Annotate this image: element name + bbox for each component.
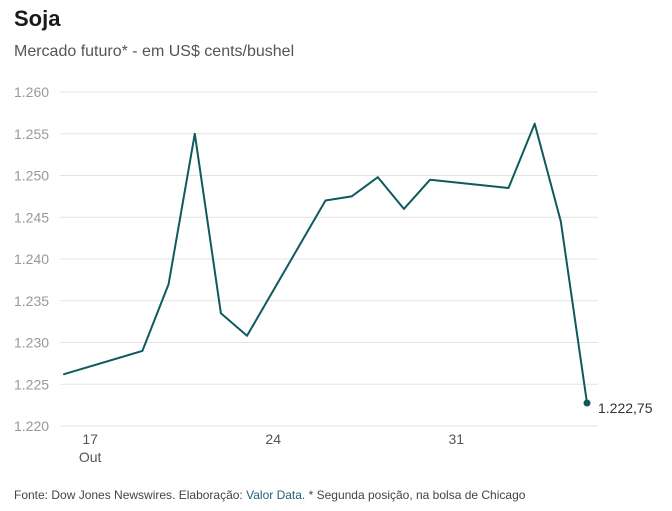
y-tick-label: 1.250 [14, 168, 49, 184]
footer-suffix: . * Segunda posição, na bolsa de Chicago [301, 488, 526, 502]
valor-data-link[interactable]: Valor Data [246, 488, 302, 502]
y-tick-label: 1.260 [14, 84, 49, 100]
y-tick-label: 1.235 [14, 293, 49, 309]
chart-subtitle: Mercado futuro* - em US$ cents/bushel [14, 43, 295, 60]
last-point-marker [583, 399, 591, 407]
x-axis-ticks: 17 Out 24 31 [79, 431, 464, 465]
y-tick-label: 1.220 [14, 418, 49, 434]
x-tick-label: 24 [265, 431, 281, 447]
y-tick-label: 1.230 [14, 335, 49, 351]
x-tick-label: 31 [448, 431, 464, 447]
series-line [63, 122, 588, 404]
y-tick-label: 1.225 [14, 376, 49, 392]
chart-title: Soja [14, 6, 61, 31]
y-axis-ticks: 1.260 1.255 1.250 1.245 1.240 1.235 1.230 1.225… [14, 84, 49, 434]
y-tick-label: 1.245 [14, 209, 49, 225]
footer-prefix: Fonte: Dow Jones Newswires. Elaboração: [14, 488, 247, 502]
gridlines [60, 91, 598, 427]
line-chart: 1.260 1.255 1.250 1.245 1.240 1.235 1.230 1.225… [14, 84, 653, 465]
source-footer: Fonte: Dow Jones Newswires. Elaboração: … [14, 488, 525, 502]
x-tick-label: 17 [82, 431, 98, 447]
y-tick-label: 1.240 [14, 251, 49, 267]
x-tick-sublabel: Out [79, 449, 102, 465]
last-value-label: 1.222,75 [598, 400, 653, 416]
y-tick-label: 1.255 [14, 126, 49, 142]
series: 1.222,75 [63, 122, 653, 416]
